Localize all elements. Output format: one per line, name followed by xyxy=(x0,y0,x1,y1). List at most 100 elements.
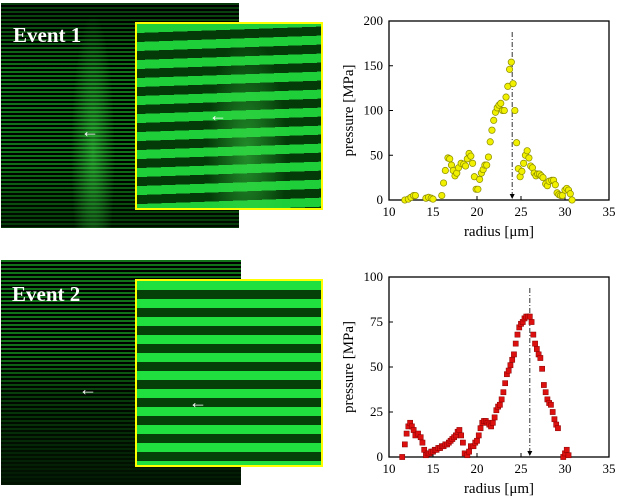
event-2-zoom-inset: ← xyxy=(135,279,323,467)
data-point xyxy=(476,175,484,183)
x-tick-label: 25 xyxy=(515,461,528,476)
data-point xyxy=(438,191,446,200)
event-1-label: Event 1 xyxy=(13,23,82,47)
y-tick-label: 50 xyxy=(370,359,383,374)
data-point xyxy=(429,195,437,203)
x-axis-label: radius [μm] xyxy=(464,224,534,240)
data-point xyxy=(484,153,492,161)
x-tick-label: 20 xyxy=(471,204,484,219)
data-point xyxy=(533,346,540,352)
data-point xyxy=(490,116,498,124)
data-point xyxy=(555,425,561,432)
data-point xyxy=(565,452,572,459)
data-point xyxy=(518,167,526,175)
data-point xyxy=(541,382,547,388)
y-tick-label: 50 xyxy=(370,147,383,162)
x-tick-label: 15 xyxy=(427,461,440,476)
data-point xyxy=(401,441,408,448)
data-point xyxy=(539,174,547,182)
data-point xyxy=(411,191,419,200)
data-point xyxy=(528,319,535,325)
data-point xyxy=(505,367,512,374)
data-point xyxy=(460,439,466,446)
data-point xyxy=(509,80,517,88)
x-tick-label: 30 xyxy=(559,204,572,219)
data-point xyxy=(523,147,531,155)
data-point xyxy=(500,106,508,115)
data-point xyxy=(469,159,477,167)
x-tick-label: 10 xyxy=(383,461,396,476)
y-tick-label: 25 xyxy=(370,404,383,419)
data-point xyxy=(548,401,554,408)
data-point xyxy=(491,414,498,421)
data-point xyxy=(497,99,505,107)
data-point xyxy=(506,65,514,73)
x-axis-label: radius [μm] xyxy=(464,481,534,497)
data-point xyxy=(511,351,517,358)
y-tick-label: 100 xyxy=(364,103,384,118)
arrow-icon: ← xyxy=(81,121,99,141)
data-point xyxy=(502,93,510,101)
data-point xyxy=(542,389,549,396)
data-point xyxy=(441,166,449,175)
data-point xyxy=(498,396,505,403)
y-axis-label: pressure [MPa] xyxy=(341,321,357,413)
data-point xyxy=(489,419,496,426)
plot-frame xyxy=(388,276,610,458)
data-point xyxy=(477,425,484,432)
x-tick-label: 25 xyxy=(515,204,528,219)
event-1-zoom-inset: ← xyxy=(135,22,323,210)
data-point xyxy=(568,196,576,204)
data-point xyxy=(566,190,574,198)
data-point xyxy=(507,362,514,369)
data-point xyxy=(526,313,533,320)
data-point xyxy=(456,427,463,433)
x-tick-label: 35 xyxy=(603,461,616,476)
data-point xyxy=(403,430,410,437)
data-point xyxy=(532,340,538,347)
data-point xyxy=(474,437,480,444)
data-point xyxy=(497,401,503,408)
x-tick-label: 15 xyxy=(427,204,440,219)
data-point xyxy=(530,331,537,338)
arrow-icon: ← xyxy=(189,392,207,412)
y-tick-label: 75 xyxy=(370,314,383,329)
data-point xyxy=(520,159,528,167)
y-tick-label: 0 xyxy=(377,449,384,464)
x-tick-label: 10 xyxy=(383,204,396,219)
y-tick-label: 200 xyxy=(364,13,384,28)
data-point xyxy=(551,416,558,423)
data-point xyxy=(462,162,470,170)
data-point xyxy=(507,58,515,66)
data-point xyxy=(549,409,556,415)
data-point xyxy=(474,185,482,193)
y-tick-label: 150 xyxy=(364,58,384,73)
data-point xyxy=(525,154,533,162)
x-tick-label: 35 xyxy=(603,204,616,219)
data-point xyxy=(537,355,544,361)
data-point xyxy=(399,454,406,460)
data-point xyxy=(486,138,494,146)
data-point xyxy=(514,331,521,338)
data-point xyxy=(511,106,519,115)
data-point xyxy=(417,434,424,441)
arrow-icon: ← xyxy=(79,379,97,399)
data-point xyxy=(551,181,559,189)
data-point xyxy=(509,356,516,363)
y-axis-label: pressure [MPa] xyxy=(341,64,357,156)
data-point xyxy=(502,380,509,387)
data-point xyxy=(488,126,496,134)
peak-arrow-icon xyxy=(527,451,533,456)
data-point xyxy=(563,446,570,453)
data-point xyxy=(513,139,521,147)
data-point xyxy=(458,432,465,439)
data-point xyxy=(500,389,507,396)
x-tick-label: 30 xyxy=(559,461,572,476)
data-point xyxy=(467,152,475,160)
y-tick-label: 0 xyxy=(377,192,384,207)
data-point xyxy=(466,448,472,455)
y-tick-label: 100 xyxy=(364,269,384,284)
pressure-chart-event-1: 10 15 20 25 30 35 0 50 100 150 200 radius [μm] press… xyxy=(341,13,616,240)
arrow-icon: ← xyxy=(209,105,227,125)
data-point xyxy=(419,439,426,446)
